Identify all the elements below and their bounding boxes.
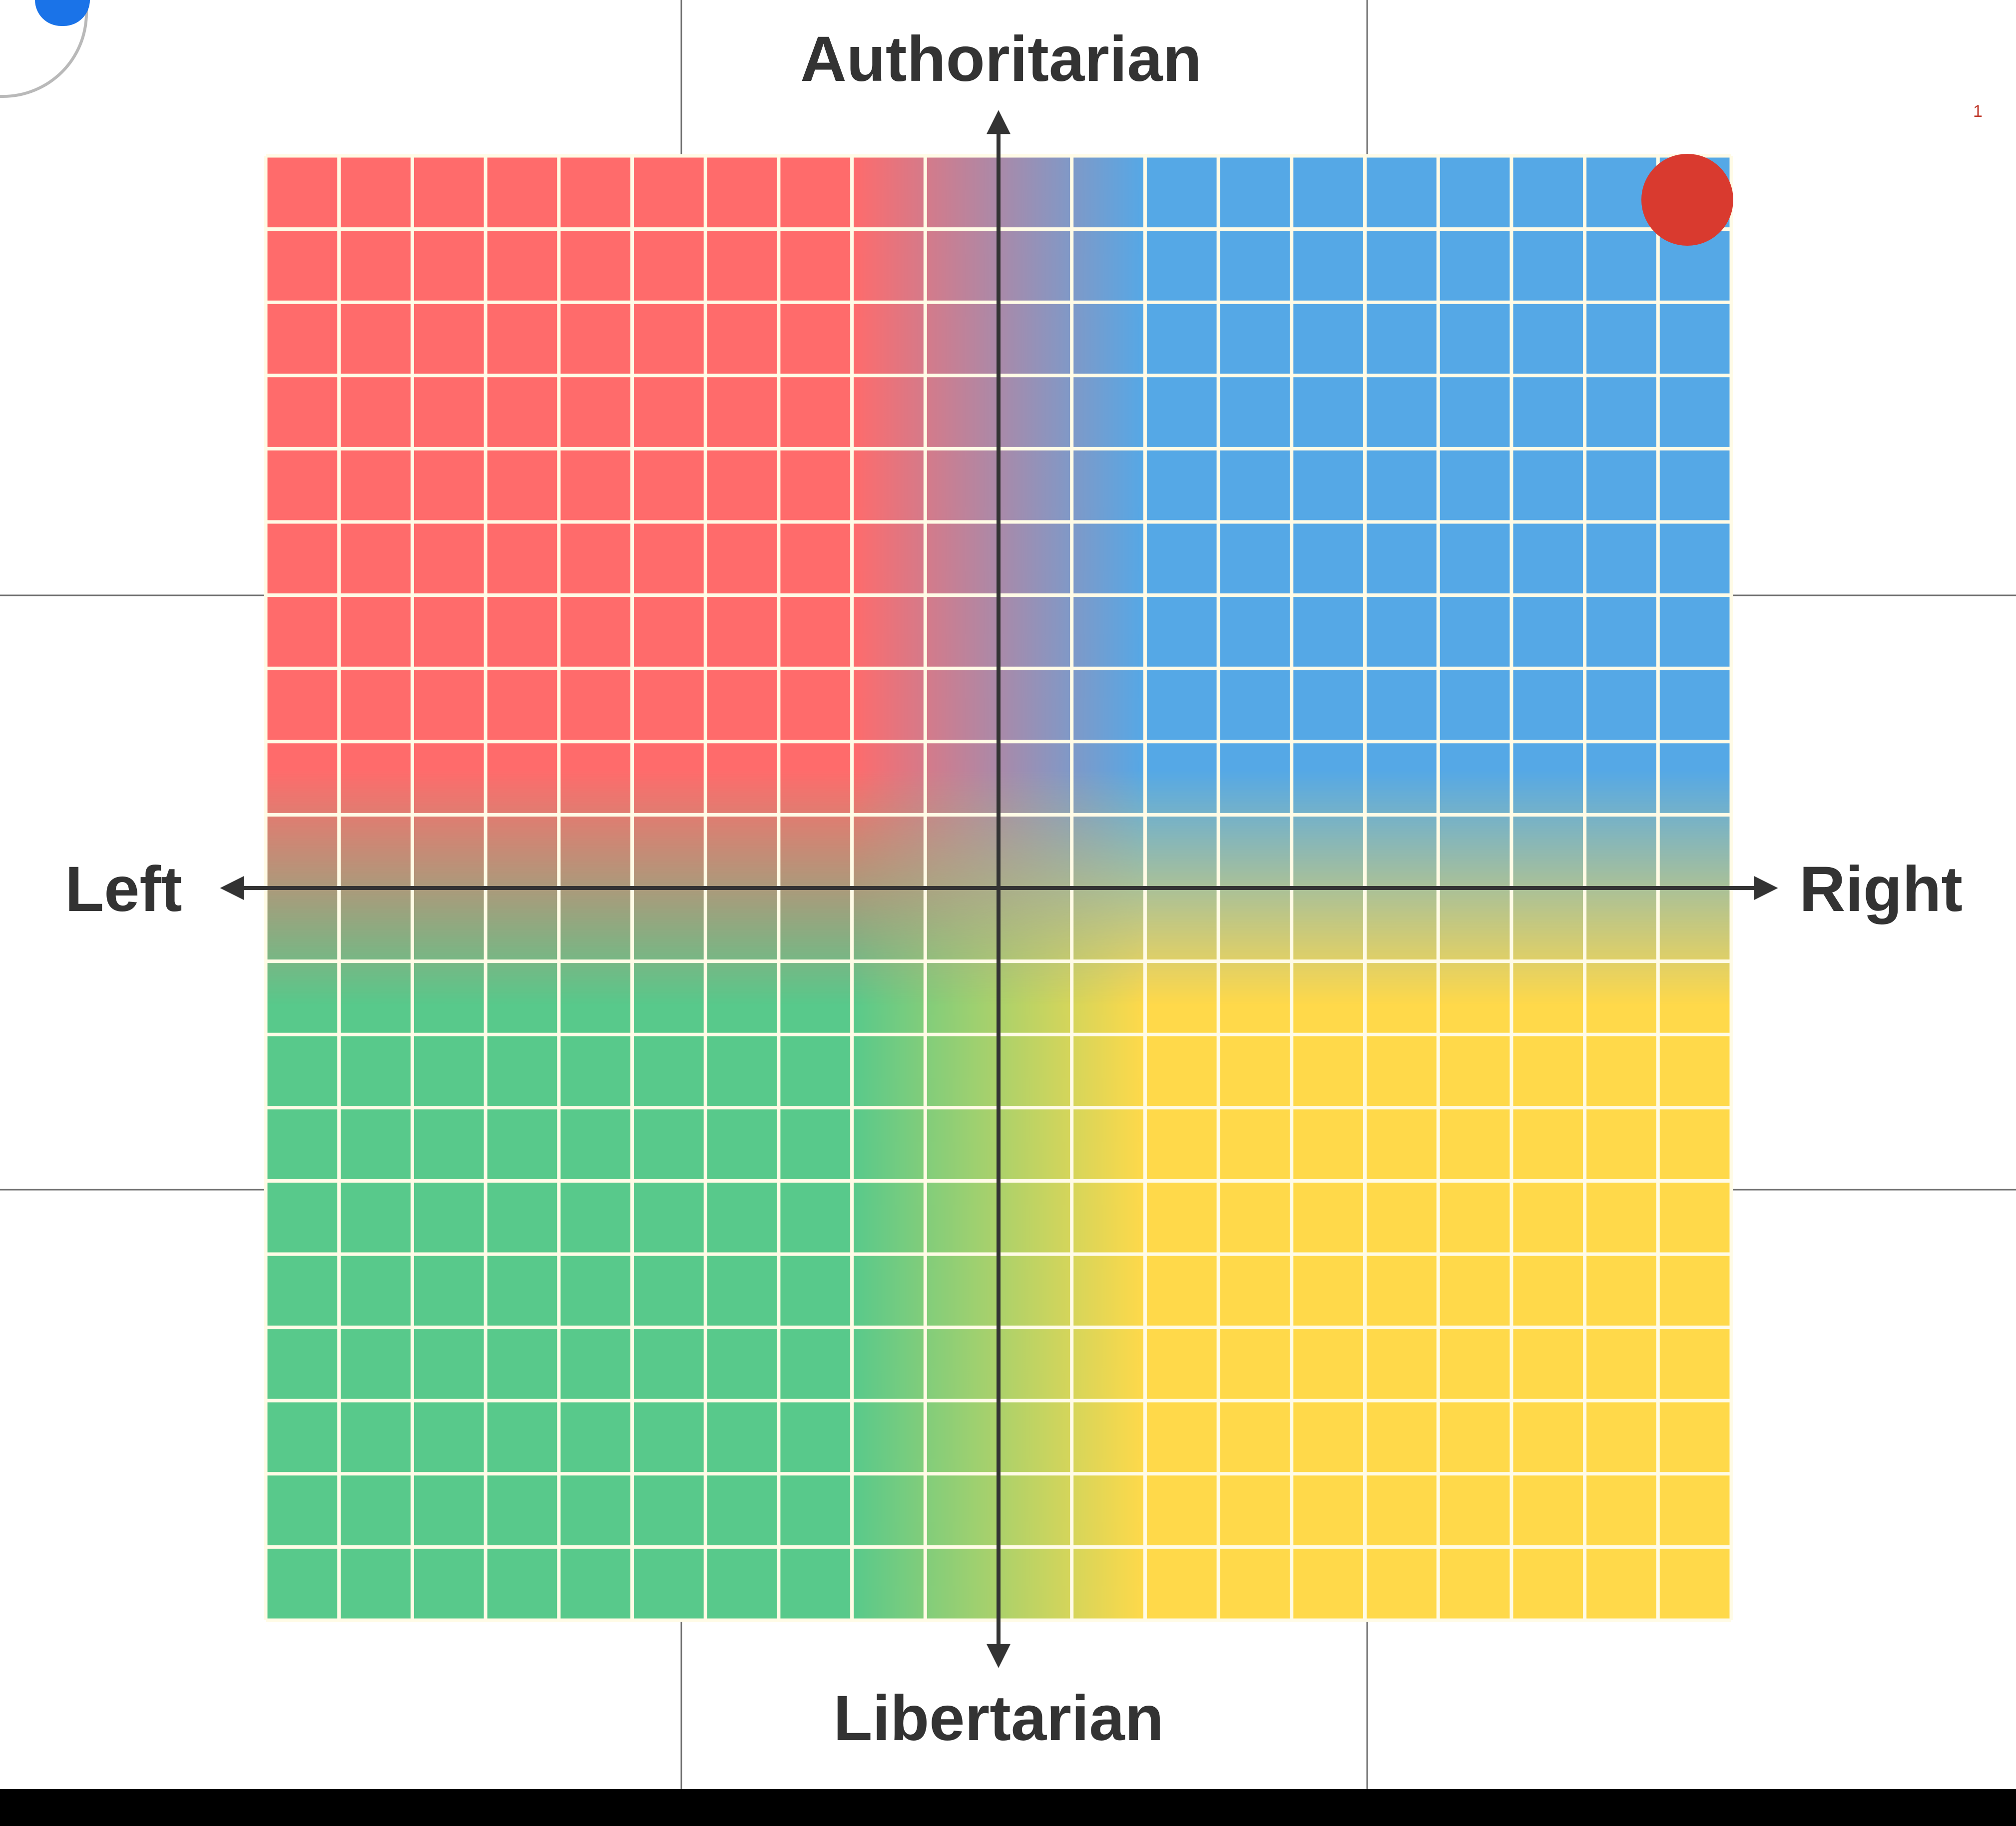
bottom-bar	[0, 1789, 2016, 1826]
axis-label-right: Right	[1799, 854, 1963, 925]
data-point-0	[1641, 153, 1733, 246]
plot-area	[220, 110, 1778, 1668]
axis-label-libertarian: Libertarian	[833, 1683, 1164, 1754]
axis-label-authoritarian: Authoritarian	[800, 23, 1202, 95]
stray-mark: 1	[1973, 102, 1983, 121]
axes	[220, 110, 1778, 1668]
corner-badge	[0, 0, 90, 98]
data-points	[1641, 153, 1733, 246]
axis-label-left: Left	[65, 854, 182, 925]
